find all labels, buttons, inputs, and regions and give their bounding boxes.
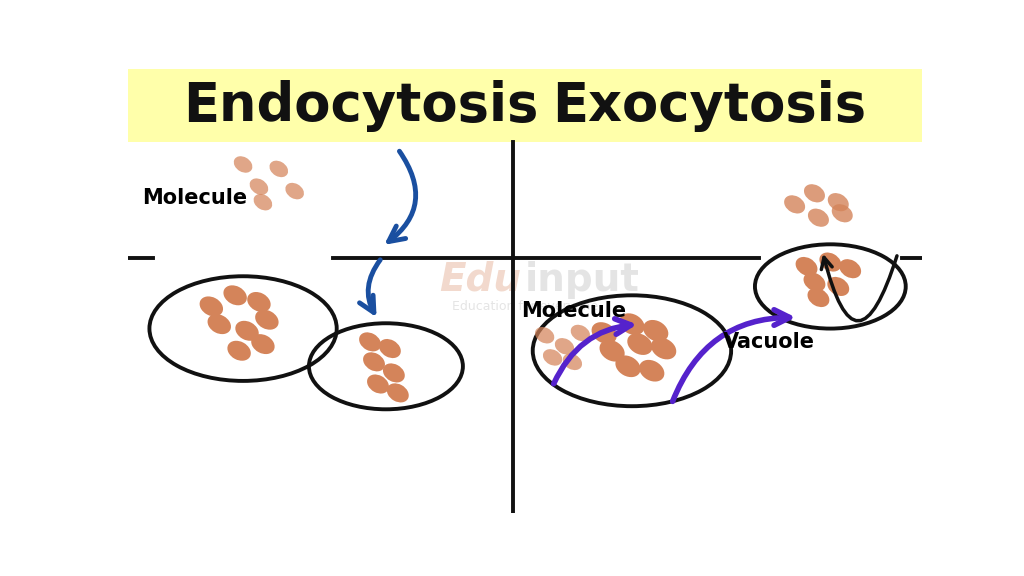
Ellipse shape [643,320,669,342]
Ellipse shape [620,313,644,335]
Text: Molecule: Molecule [521,301,626,321]
Text: Endocytosis: Endocytosis [183,79,539,132]
Ellipse shape [227,341,251,361]
Ellipse shape [236,321,259,341]
Ellipse shape [254,194,272,210]
FancyArrowPatch shape [388,151,416,241]
Ellipse shape [599,340,625,362]
Ellipse shape [364,353,385,372]
Ellipse shape [615,355,641,377]
Ellipse shape [827,277,849,296]
Ellipse shape [223,285,247,305]
Text: input: input [524,261,640,299]
Ellipse shape [827,193,849,211]
Ellipse shape [379,339,400,358]
Ellipse shape [286,183,304,199]
Ellipse shape [387,384,409,403]
Text: Edu: Edu [439,261,521,299]
FancyArrowPatch shape [554,319,631,384]
Ellipse shape [808,288,829,307]
Ellipse shape [367,374,389,393]
Ellipse shape [796,257,817,276]
Ellipse shape [819,252,842,272]
Text: Molecule: Molecule [142,188,248,208]
Ellipse shape [255,310,279,329]
Ellipse shape [804,272,825,291]
Ellipse shape [804,184,825,202]
Ellipse shape [563,354,582,370]
FancyArrowPatch shape [821,256,897,321]
Ellipse shape [250,179,268,195]
Ellipse shape [383,363,404,382]
Text: Vacuole: Vacuole [723,332,815,352]
FancyBboxPatch shape [128,69,922,142]
Ellipse shape [535,327,554,343]
Ellipse shape [269,161,288,177]
Text: Exocytosis: Exocytosis [552,79,866,132]
Ellipse shape [784,195,805,214]
Ellipse shape [543,349,562,366]
FancyArrowPatch shape [359,260,380,313]
Text: Education for everyone: Education for everyone [452,300,598,313]
Ellipse shape [555,338,574,355]
Ellipse shape [628,334,652,355]
Ellipse shape [247,292,270,312]
Ellipse shape [651,338,676,359]
FancyArrowPatch shape [673,310,790,401]
Ellipse shape [208,314,231,334]
Ellipse shape [592,322,616,344]
Ellipse shape [359,332,381,351]
Ellipse shape [840,259,861,278]
Ellipse shape [570,325,590,341]
Ellipse shape [831,204,853,222]
Ellipse shape [233,156,252,173]
Ellipse shape [808,209,829,227]
Ellipse shape [200,297,223,316]
Ellipse shape [639,360,665,381]
Ellipse shape [251,334,274,354]
